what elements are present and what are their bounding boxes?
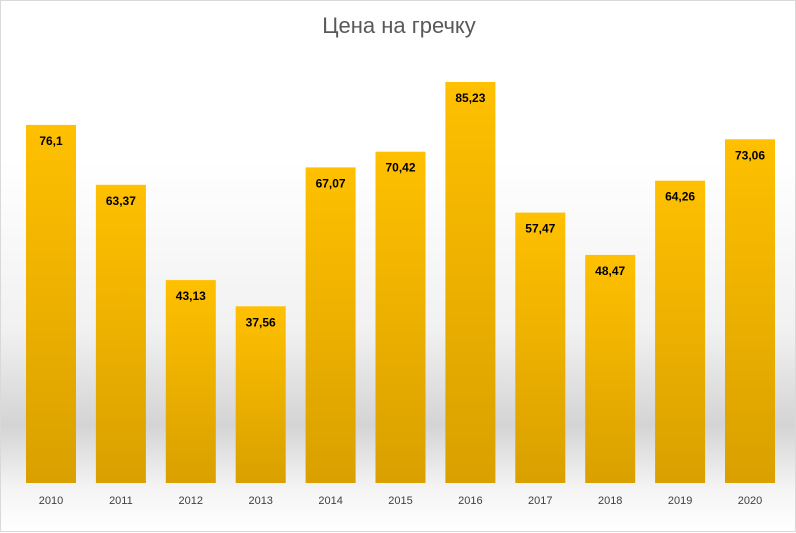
x-tick-labels-group: 2010 2011 2012 2013 2014 2015 2016 2017 2018 2019… [39, 495, 762, 507]
x-tick-label-2011: 2011 [109, 495, 133, 507]
x-tick-label-2019: 2019 [668, 495, 692, 507]
data-label-2014: 67,07 [316, 176, 346, 190]
bar-2012 [165, 280, 216, 483]
x-tick-label-2017: 2017 [528, 495, 552, 507]
data-label-2019: 64,26 [665, 190, 695, 204]
bar-2018 [585, 254, 636, 483]
chart-title: Цена на гречку [322, 13, 476, 38]
data-label-2018: 48,47 [595, 264, 625, 278]
bar-2015 [375, 151, 426, 483]
bar-2010 [26, 124, 76, 484]
x-tick-label-2015: 2015 [388, 495, 412, 507]
bar-2014 [305, 167, 356, 483]
data-label-2016: 85,23 [455, 91, 485, 105]
data-label-2013: 37,56 [246, 315, 276, 329]
x-tick-label-2018: 2018 [598, 495, 622, 507]
data-label-2012: 43,13 [176, 289, 206, 303]
bar-2017 [515, 212, 566, 483]
data-labels-group: 76,1 63,37 43,13 37,56 67,07 70,42 85,23 57,47 4… [39, 91, 765, 329]
x-tick-label-2013: 2013 [248, 495, 272, 507]
data-label-2020: 73,06 [735, 148, 765, 162]
bar-2016 [445, 82, 496, 483]
x-tick-label-2010: 2010 [39, 495, 63, 507]
bar-2020 [725, 139, 775, 484]
data-label-2011: 63,37 [106, 194, 136, 208]
bar-2019 [655, 180, 706, 483]
bar-2013 [235, 306, 286, 483]
data-label-2015: 70,42 [385, 161, 415, 175]
x-tick-label-2014: 2014 [318, 495, 342, 507]
x-tick-label-2016: 2016 [458, 495, 482, 507]
bars-group [26, 82, 775, 484]
bar-2011 [95, 184, 146, 484]
data-label-2017: 57,47 [525, 222, 555, 236]
x-tick-label-2020: 2020 [738, 495, 762, 507]
data-label-2010: 76,1 [39, 134, 63, 148]
x-tick-label-2012: 2012 [179, 495, 203, 507]
